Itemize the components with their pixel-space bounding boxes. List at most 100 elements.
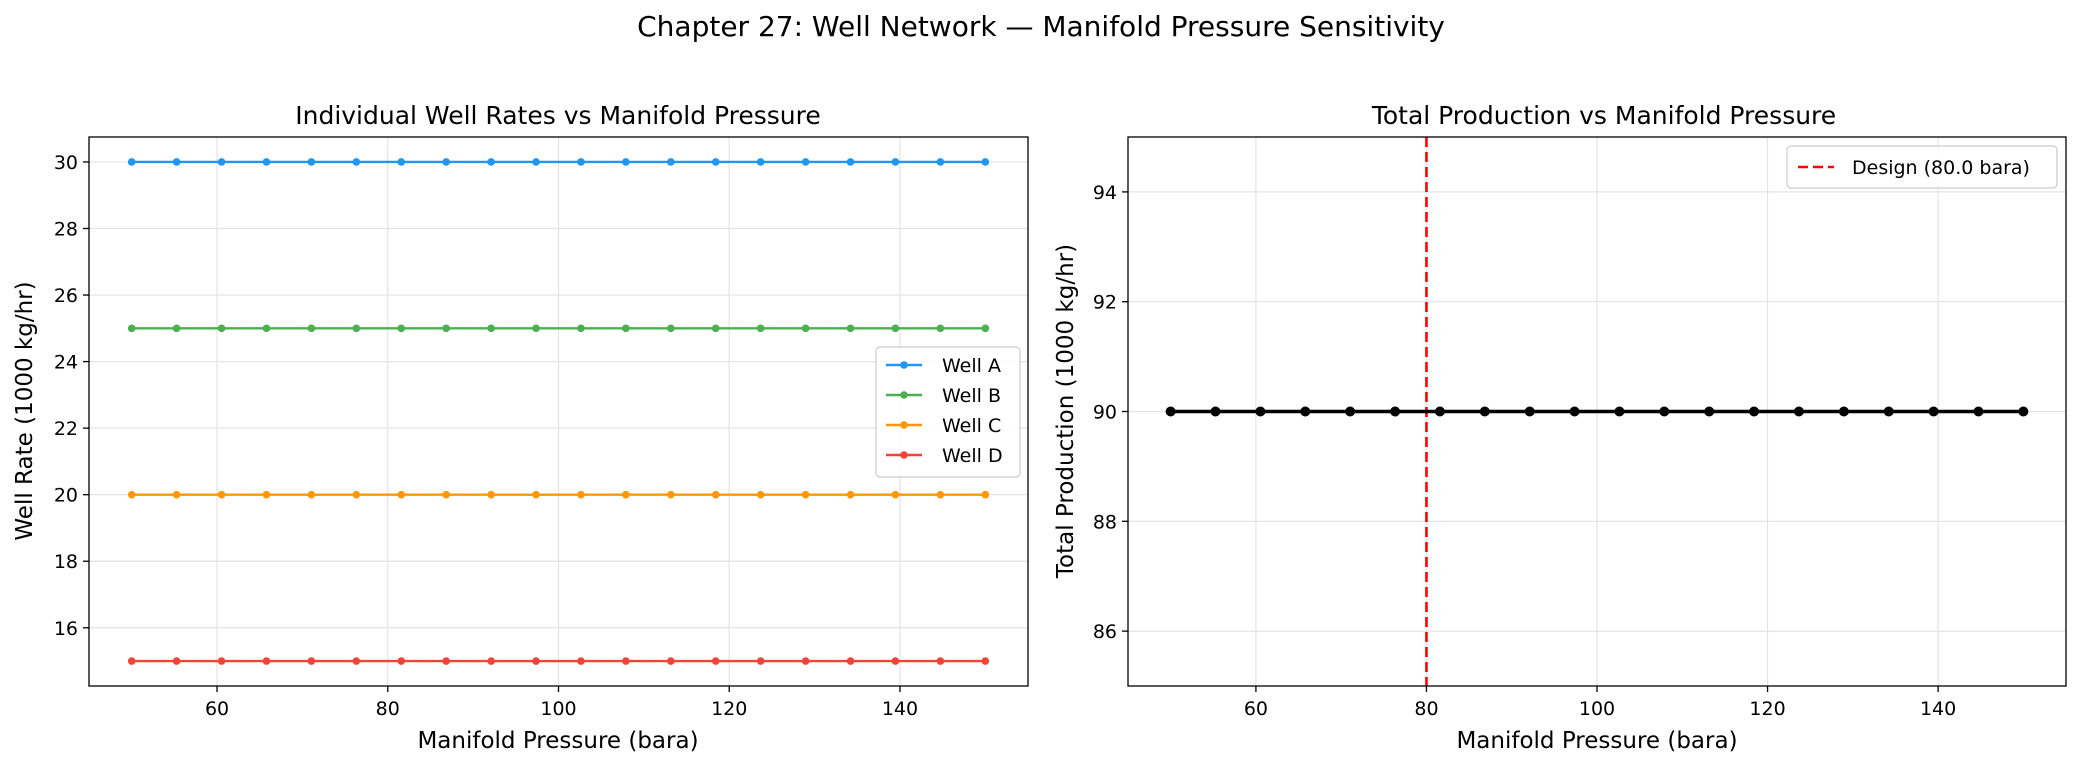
well-c-data-point bbox=[127, 490, 136, 499]
well-rates-ytick-label: 26 bbox=[54, 285, 78, 307]
well-a-data-point bbox=[711, 158, 720, 166]
total-production-legend bbox=[1786, 145, 2058, 189]
well-rates-legend bbox=[875, 346, 1021, 478]
total-production-xtick-label: 60 bbox=[1244, 698, 1268, 720]
well-rates-xtick-label: 140 bbox=[882, 698, 918, 720]
well-d-data-point bbox=[127, 657, 136, 665]
well-c-data-point bbox=[577, 490, 585, 499]
well-c-data-point bbox=[442, 490, 450, 499]
well-a-data-point bbox=[397, 158, 406, 166]
well-a-data-point bbox=[577, 158, 585, 166]
well-b-data-point bbox=[577, 324, 585, 333]
well-d-data-point bbox=[891, 657, 900, 665]
well-b-data-point bbox=[667, 324, 675, 333]
well-rates-ylabel: Well Rate (1000 kg/hr) bbox=[12, 281, 38, 540]
well-d-data-point bbox=[711, 657, 720, 665]
well-d-legend-marker bbox=[900, 451, 908, 459]
well-a-data-point bbox=[307, 158, 316, 166]
well-b-data-point bbox=[442, 324, 450, 333]
well-a-data-point bbox=[981, 158, 990, 166]
well-a-data-point bbox=[622, 158, 630, 166]
well-c-data-point bbox=[217, 490, 226, 499]
well-d-data-point bbox=[756, 657, 765, 665]
total-production-xlabel: Manifold Pressure (bara) bbox=[1456, 728, 1737, 754]
well-b-data-point bbox=[846, 324, 855, 333]
well-rates-ytick-label: 20 bbox=[54, 485, 78, 507]
well-a-data-point bbox=[262, 158, 271, 166]
well-c-data-point bbox=[981, 490, 990, 499]
total-production-ytick-label: 90 bbox=[1093, 402, 1117, 424]
well-c-data-point bbox=[487, 490, 495, 499]
well-rates-xtick-label: 100 bbox=[540, 698, 576, 720]
well-d-data-point bbox=[936, 657, 945, 665]
well-a-data-point bbox=[217, 158, 226, 166]
design-legend-label: Design (80.0 bara) bbox=[1852, 157, 2030, 179]
well-rates-ytick-label: 16 bbox=[54, 618, 78, 640]
well-d-data-point bbox=[801, 657, 810, 665]
well-d-data-point bbox=[307, 657, 316, 665]
well-a-data-point bbox=[352, 158, 361, 166]
total-data-point bbox=[1704, 406, 1715, 417]
total-production-ytick-label: 86 bbox=[1093, 621, 1117, 643]
total-data-point bbox=[1614, 406, 1625, 417]
well-d-data-point bbox=[217, 657, 226, 665]
well-b-data-point bbox=[307, 324, 316, 333]
well-d-data-point bbox=[846, 657, 855, 665]
well-rates-ytick-label: 30 bbox=[54, 152, 78, 174]
well-c-data-point bbox=[397, 490, 406, 499]
well-rates-chart: Individual Well Rates vs Manifold Pressu… bbox=[12, 101, 1029, 754]
well-b-data-point bbox=[217, 324, 226, 333]
well-a-data-point bbox=[891, 158, 900, 166]
total-data-point bbox=[1524, 406, 1535, 417]
well-b-data-point bbox=[172, 324, 181, 333]
well-d-data-point bbox=[981, 657, 990, 665]
well-b-data-point bbox=[622, 324, 630, 333]
well-b-data-point bbox=[981, 324, 990, 333]
well-c-data-point bbox=[801, 490, 810, 499]
well-b-data-point bbox=[801, 324, 810, 333]
well-d-data-point bbox=[487, 657, 495, 665]
well-a-legend-marker bbox=[900, 361, 908, 369]
well-d-data-point bbox=[442, 657, 450, 665]
well-a-data-point bbox=[172, 158, 181, 166]
total-data-point bbox=[1434, 406, 1445, 417]
well-rates-xtick-label: 80 bbox=[376, 698, 400, 720]
well-c-data-point bbox=[532, 490, 540, 499]
total-data-point bbox=[1255, 406, 1266, 417]
total-data-point bbox=[1838, 406, 1849, 417]
total-production-xtick-label: 120 bbox=[1749, 698, 1785, 720]
total-data-point bbox=[1659, 406, 1670, 417]
well-b-data-point bbox=[262, 324, 271, 333]
well-c-data-point bbox=[936, 490, 945, 499]
well-b-data-point bbox=[127, 324, 136, 333]
well-c-data-point bbox=[307, 490, 316, 499]
total-data-point bbox=[1973, 406, 1984, 417]
well-d-data-point bbox=[262, 657, 271, 665]
well-rates-title: Individual Well Rates vs Manifold Pressu… bbox=[295, 101, 821, 130]
total-data-point bbox=[1749, 406, 1760, 417]
total-data-point bbox=[2018, 406, 2029, 417]
well-a-data-point bbox=[936, 158, 945, 166]
figure-suptitle: Chapter 27: Well Network — Manifold Pres… bbox=[637, 10, 1445, 43]
well-c-data-point bbox=[262, 490, 271, 499]
total-data-point bbox=[1210, 406, 1221, 417]
total-production-xtick-label: 140 bbox=[1920, 698, 1956, 720]
well-d-data-point bbox=[532, 657, 540, 665]
total-production-xtick-label: 80 bbox=[1414, 698, 1438, 720]
well-b-data-point bbox=[397, 324, 406, 333]
well-b-data-point bbox=[532, 324, 540, 333]
well-b-legend-label: Well B bbox=[942, 385, 1001, 407]
total-production-ytick-label: 94 bbox=[1093, 182, 1117, 204]
well-b-data-point bbox=[891, 324, 900, 333]
total-data-point bbox=[1300, 406, 1311, 417]
well-a-data-point bbox=[442, 158, 450, 166]
total-data-point bbox=[1793, 406, 1804, 417]
total-data-point bbox=[1390, 406, 1401, 417]
total-data-point bbox=[1345, 406, 1356, 417]
well-a-data-point bbox=[846, 158, 855, 166]
well-a-legend-label: Well A bbox=[942, 355, 1001, 377]
well-c-data-point bbox=[891, 490, 900, 499]
total-production-ytick-label: 88 bbox=[1093, 511, 1117, 533]
well-d-data-point bbox=[622, 657, 630, 665]
well-c-legend-marker bbox=[900, 421, 908, 429]
